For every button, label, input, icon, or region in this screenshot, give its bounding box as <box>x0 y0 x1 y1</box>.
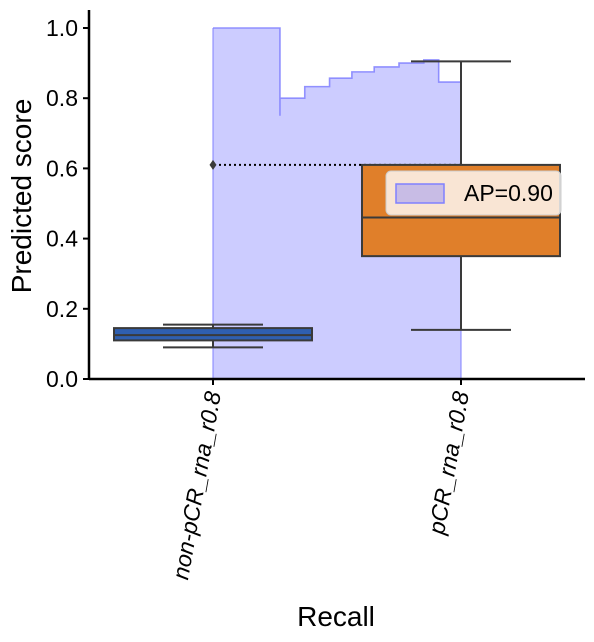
y-tick-label: 0.8 <box>46 85 78 111</box>
x-tick-label: non-pCR_rna_r0.8 <box>167 389 226 581</box>
y-tick-label: 0.6 <box>46 155 78 181</box>
legend: AP=0.90 <box>385 170 562 216</box>
pr-step-line <box>213 27 461 116</box>
legend-swatch <box>395 183 445 204</box>
y-axis-title: Predicted score <box>6 99 37 294</box>
y-tick-label: 0.0 <box>46 366 78 392</box>
box-non-pCR_rna_r0.8 <box>113 159 461 349</box>
x-axis-title: Recall <box>297 601 375 632</box>
y-tick-label: 0.2 <box>46 296 78 322</box>
outlier-point <box>209 159 217 170</box>
y-tick-label: 0.4 <box>46 226 78 252</box>
legend-frame <box>385 170 562 216</box>
y-tick-label: 1.0 <box>46 15 78 41</box>
legend-label: AP=0.90 <box>464 180 553 206</box>
pr-area <box>213 28 461 379</box>
x-tick-label: pCR_rna_r0.8 <box>423 389 474 537</box>
